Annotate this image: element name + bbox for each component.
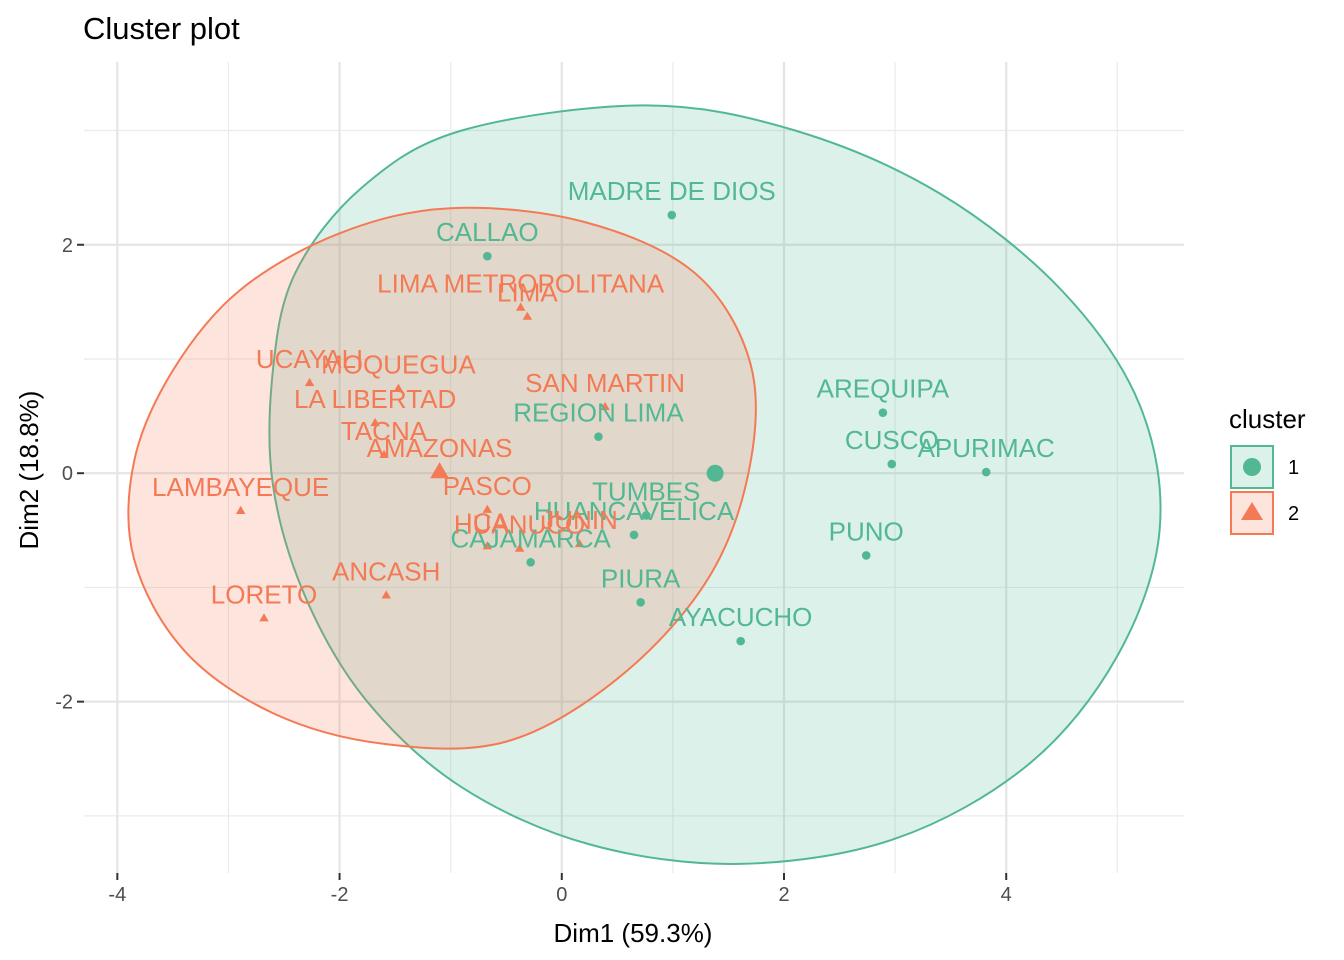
point-label: UCAYALI: [256, 344, 363, 374]
cluster-1-point: [636, 597, 645, 607]
point-label: ICA: [466, 507, 510, 537]
point-label: LIMA: [497, 278, 558, 308]
cluster-ellipses: [127, 104, 1162, 865]
cluster-1-point: [981, 467, 991, 477]
point-label: AYACUCHO: [669, 602, 813, 632]
point-label: AREQUIPA: [817, 374, 950, 404]
cluster-points: [235, 210, 991, 646]
point-label: SAN MARTIN: [525, 368, 685, 398]
point-label: TUMBES: [592, 476, 700, 506]
cluster-1-point: [483, 251, 492, 261]
cluster-2-point: [235, 505, 246, 514]
cluster-2-point: [515, 302, 526, 311]
cluster-2-point: [600, 401, 610, 411]
point-label: PIURA: [601, 563, 681, 593]
point-label: APURIMAC: [918, 433, 1055, 463]
y-tick-label: -2: [55, 692, 73, 714]
point-label: CALLAO: [436, 217, 539, 247]
point-label: PUNO: [829, 516, 904, 546]
x-axis-label: Dim1 (59.3%): [554, 918, 713, 948]
point-label: JUNIN: [541, 505, 618, 535]
cluster-1-point: [878, 408, 888, 417]
cluster-2-point: [482, 504, 493, 513]
cluster-2-point: [381, 590, 391, 599]
y-axis-label: Dim2 (18.8%): [14, 391, 44, 550]
cluster-2-ellipse: [127, 206, 757, 750]
cluster-1-point: [629, 530, 639, 540]
x-tick-label: 4: [1001, 884, 1012, 906]
cluster-1-point: [594, 432, 603, 441]
y-tick-label: 2: [62, 235, 73, 257]
point-label: LORETO: [211, 579, 317, 609]
point-label: LA LIBERTAD: [294, 384, 456, 414]
legend: cluster 1 2: [1229, 404, 1306, 535]
legend-label-2: 2: [1288, 503, 1299, 525]
cluster-1-point: [861, 551, 871, 560]
cluster-1-point: [736, 636, 745, 646]
point-label: LIMA METROPOLITANA: [377, 269, 665, 299]
cluster-1-point: [887, 459, 897, 469]
axis-ticks: -4 -2 0 2 4 -2 0 2: [55, 235, 1012, 906]
cluster-2-point: [304, 377, 315, 387]
grid: [84, 62, 1184, 873]
cluster-2-point: [482, 541, 493, 550]
point-label: HUANCAVELICA: [534, 496, 735, 526]
cluster-1-centroid: [706, 464, 724, 482]
legend-label-1: 1: [1288, 457, 1299, 479]
legend-title: cluster: [1229, 404, 1306, 434]
cluster-2-point: [514, 543, 525, 552]
point-label: HUANUCO: [454, 510, 585, 540]
cluster-1-point: [526, 558, 535, 567]
cluster-2-point: [379, 449, 389, 458]
point-label: LAMBAYEQUE: [152, 472, 329, 502]
point-label: TACNA: [341, 416, 428, 446]
cluster-2-point: [574, 539, 585, 548]
point-label: ANCASH: [332, 556, 440, 586]
y-tick-label: 0: [62, 463, 73, 485]
x-tick-label: -2: [331, 884, 349, 906]
chart-title: Cluster plot: [83, 11, 240, 46]
point-label: PASCO: [443, 471, 532, 501]
cluster-2-point: [393, 383, 404, 392]
cluster-1-ellipse: [268, 104, 1162, 865]
point-label: MADRE DE DIOS: [568, 176, 776, 206]
point-labels: MADRE DE DIOS CALLAO REGION LIMA AREQUIPA CU…: [152, 176, 1055, 632]
cluster-1-point: [667, 210, 677, 220]
cluster-2-point: [370, 417, 380, 427]
point-label: REGION LIMA: [513, 398, 684, 428]
x-tick-label: 2: [778, 884, 789, 906]
plot-panel: [84, 62, 1184, 873]
cluster-2-point: [522, 311, 533, 320]
point-label: CUSCO: [845, 425, 939, 455]
point-label: CAJAMARCA: [450, 523, 611, 553]
cluster-2-point: [259, 613, 269, 622]
cluster-2-centroid: [430, 462, 449, 479]
point-label: MOQUEGUA: [321, 350, 476, 380]
legend-triangle-marker: [1241, 502, 1263, 520]
point-label: AMAZONAS: [367, 433, 513, 463]
x-tick-label: -4: [108, 884, 126, 906]
x-tick-label: 0: [556, 884, 567, 906]
cluster-1-point: [641, 511, 651, 520]
legend-circle-marker: [1243, 458, 1261, 476]
